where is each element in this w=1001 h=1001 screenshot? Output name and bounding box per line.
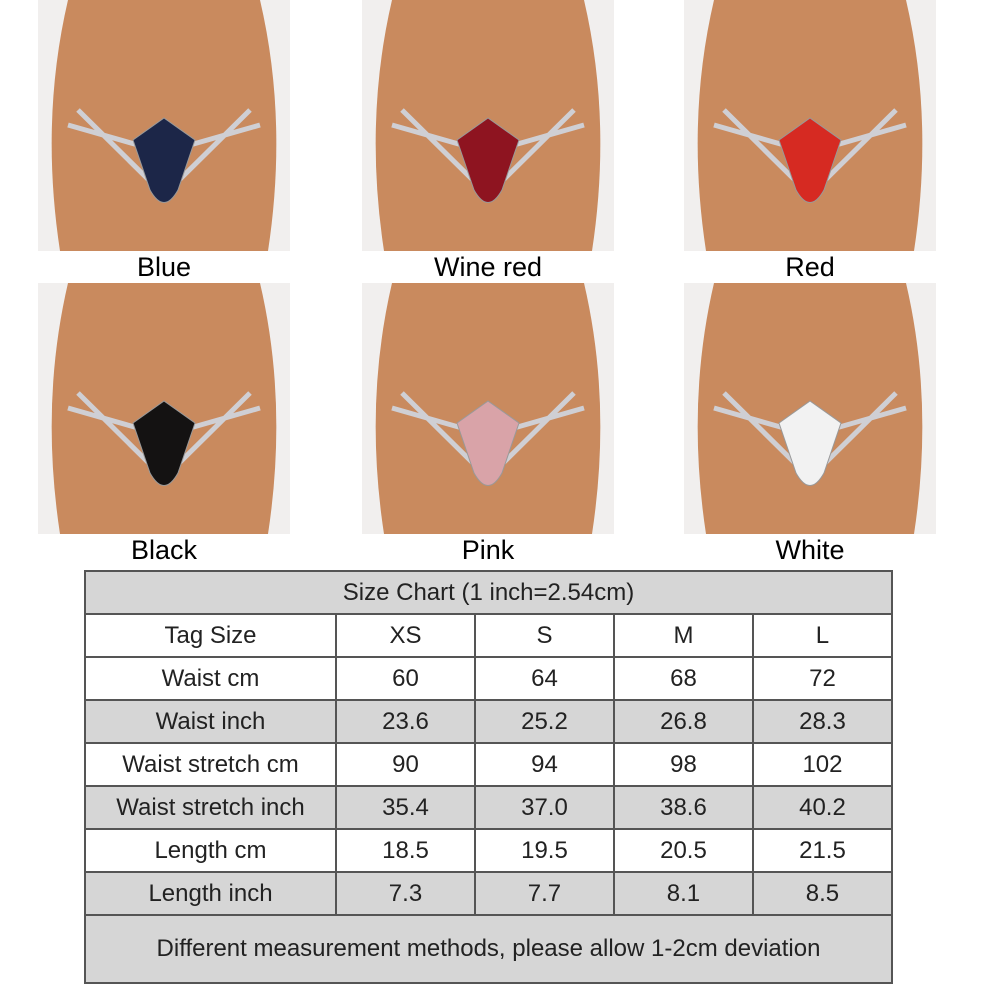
table-header-row: Tag Size XS S M L (84, 613, 894, 658)
product-photo-pink (362, 283, 614, 534)
table-cell: 20.5 (612, 828, 754, 873)
table-cell: Length inch (84, 871, 337, 916)
header-cell: XS (335, 613, 476, 658)
table-row: Waist stretch inch 35.4 37.0 38.6 40.2 (84, 785, 894, 830)
header-cell: S (473, 613, 615, 658)
variant-label: White (775, 535, 845, 565)
table-cell: 35.4 (335, 785, 476, 830)
table-cell: Waist inch (84, 699, 337, 744)
size-chart-table: Size Chart (1 inch=2.54cm) Tag Size XS S… (84, 570, 894, 984)
table-cell: Waist stretch inch (84, 785, 337, 830)
product-photo-white (684, 283, 936, 534)
table-row: Waist stretch cm 90 94 98 102 (84, 742, 894, 787)
product-photo-blue (38, 0, 290, 251)
table-cell: 7.7 (473, 871, 615, 916)
table-cell: 68 (612, 656, 754, 701)
variant-label: Black (130, 535, 198, 565)
header-cell: Tag Size (84, 613, 337, 658)
table-cell: 72 (751, 656, 894, 701)
table-row: Waist inch 23.6 25.2 26.8 28.3 (84, 699, 894, 744)
table-cell: 8.5 (751, 871, 894, 916)
table-cell: 19.5 (473, 828, 615, 873)
table-cell: 60 (335, 656, 476, 701)
product-photo-wine-red (362, 0, 614, 251)
size-chart-title: Size Chart (1 inch=2.54cm) (84, 570, 893, 615)
table-cell: Waist stretch cm (84, 742, 337, 787)
table-row: Waist cm 60 64 68 72 (84, 656, 894, 701)
table-cell: 37.0 (473, 785, 615, 830)
product-photo-red (684, 0, 936, 251)
table-cell: 21.5 (751, 828, 894, 873)
product-photo-black (38, 283, 290, 534)
table-cell: 28.3 (751, 699, 894, 744)
table-cell: 98 (612, 742, 754, 787)
header-cell: L (751, 613, 894, 658)
table-row: Length cm 18.5 19.5 20.5 21.5 (84, 828, 894, 873)
variant-label: Blue (136, 252, 192, 282)
size-chart-note: Different measurement methods, please al… (84, 914, 893, 984)
variant-label: Red (785, 252, 835, 282)
table-cell: 64 (473, 656, 615, 701)
table-cell: 7.3 (335, 871, 476, 916)
variant-label: Wine red (433, 252, 543, 282)
table-row: Length inch 7.3 7.7 8.1 8.5 (84, 871, 894, 916)
variant-label: Pink (461, 535, 515, 565)
table-cell: Length cm (84, 828, 337, 873)
table-cell: Waist cm (84, 656, 337, 701)
table-cell: 102 (751, 742, 894, 787)
table-cell: 18.5 (335, 828, 476, 873)
table-cell: 25.2 (473, 699, 615, 744)
table-cell: 23.6 (335, 699, 476, 744)
table-cell: 40.2 (751, 785, 894, 830)
table-cell: 38.6 (612, 785, 754, 830)
header-cell: M (612, 613, 754, 658)
table-cell: 94 (473, 742, 615, 787)
table-cell: 8.1 (612, 871, 754, 916)
table-cell: 26.8 (612, 699, 754, 744)
table-cell: 90 (335, 742, 476, 787)
